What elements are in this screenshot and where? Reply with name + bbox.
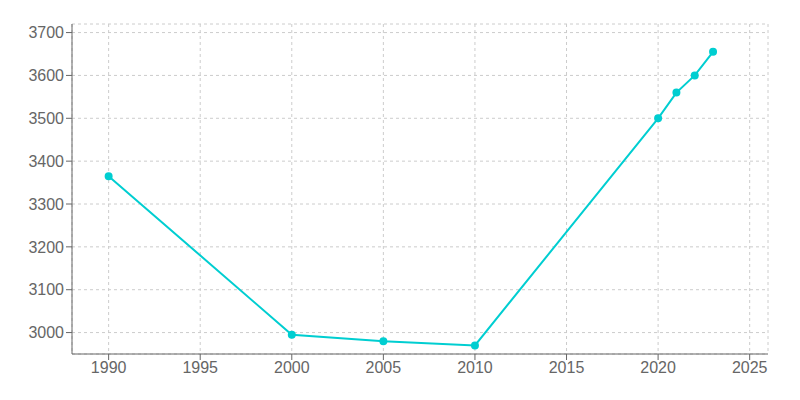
svg-text:2015: 2015 — [549, 359, 585, 376]
svg-text:1990: 1990 — [91, 359, 127, 376]
svg-text:2000: 2000 — [274, 359, 310, 376]
svg-text:3500: 3500 — [28, 110, 64, 127]
svg-text:2005: 2005 — [366, 359, 402, 376]
svg-text:3600: 3600 — [28, 67, 64, 84]
svg-text:3000: 3000 — [28, 324, 64, 341]
svg-text:3400: 3400 — [28, 153, 64, 170]
svg-text:3100: 3100 — [28, 281, 64, 298]
svg-text:1995: 1995 — [182, 359, 218, 376]
svg-text:2025: 2025 — [732, 359, 768, 376]
svg-text:2020: 2020 — [640, 359, 676, 376]
svg-text:2010: 2010 — [457, 359, 493, 376]
svg-text:3700: 3700 — [28, 24, 64, 41]
svg-text:3300: 3300 — [28, 196, 64, 213]
svg-text:3200: 3200 — [28, 239, 64, 256]
